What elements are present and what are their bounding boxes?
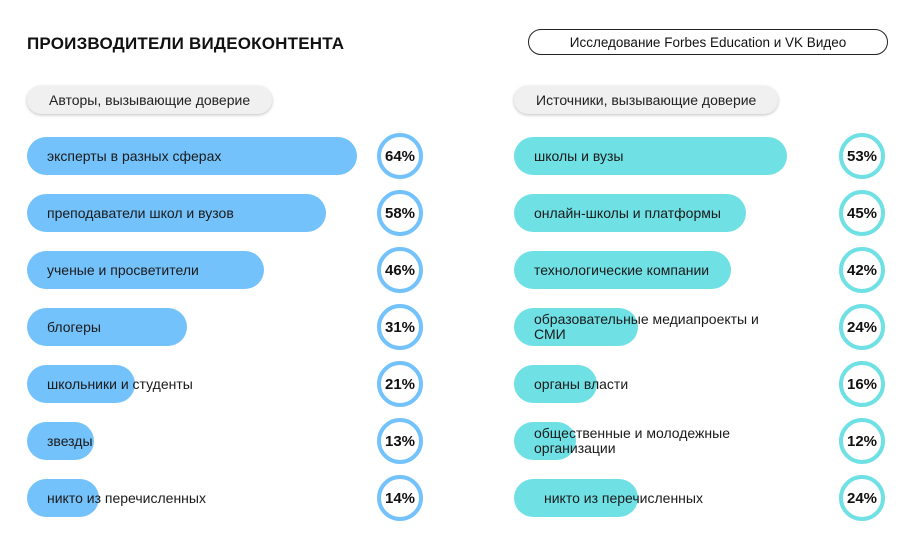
right-bar-row: органы власти	[514, 365, 831, 403]
chart-title: ПРОИЗВОДИТЕЛИ ВИДЕОКОНТЕНТА	[27, 34, 345, 53]
right-bar-label: общественные и молодежные организации	[534, 425, 730, 456]
right-bar	[514, 251, 731, 289]
right-bar	[514, 365, 597, 403]
right-bar-row: школы и вузы	[514, 137, 831, 175]
left-bar	[27, 422, 95, 460]
left-bar	[27, 194, 327, 232]
left-bar-label: никто из перечисленных	[47, 489, 206, 506]
left-bar-row: преподаватели школ и вузов	[27, 194, 369, 232]
right-bar-label: органы власти	[534, 375, 629, 392]
right-value-badge: 42%	[839, 247, 885, 293]
right-column-header: Источники, вызывающие доверие	[514, 86, 779, 114]
right-bar-row: технологические компании	[514, 251, 831, 289]
left-bar-label: блогеры	[47, 318, 101, 335]
right-bar-row: онлайн-школы и платформы	[514, 194, 831, 232]
left-bar-label: звезды	[47, 432, 93, 449]
right-bar-row: никто из перечисленных	[514, 479, 831, 517]
left-bar-row: школьники и студенты	[27, 365, 369, 403]
left-value-badge: 58%	[377, 190, 423, 236]
left-bar-row: никто из перечисленных	[27, 479, 369, 517]
left-value-badge: 14%	[377, 475, 423, 521]
right-value-badge: 16%	[839, 361, 885, 407]
left-bar-row: эксперты в разных сферах	[27, 137, 369, 175]
left-bar	[27, 137, 357, 175]
left-value-badge: 46%	[377, 247, 423, 293]
right-value-badge: 24%	[839, 475, 885, 521]
right-bar-label: технологические компании	[534, 261, 710, 278]
right-bar-label: школы и вузы	[534, 147, 624, 164]
right-bar-label: онлайн-школы и платформы	[534, 204, 721, 221]
right-bar-label: образовательные медиапроекты и СМИ	[534, 311, 759, 342]
left-value-badge: 64%	[377, 133, 423, 179]
right-value-badge: 24%	[839, 304, 885, 350]
left-value-badge: 13%	[377, 418, 423, 464]
left-bar-row: звезды	[27, 422, 369, 460]
right-value-badge: 53%	[839, 133, 885, 179]
left-bar	[27, 479, 100, 517]
left-bar-label: ученые и просветители	[47, 261, 199, 278]
left-column-header: Авторы, вызывающие доверие	[27, 86, 273, 114]
left-bar	[27, 365, 136, 403]
left-bar-row: ученые и просветители	[27, 251, 369, 289]
right-bar	[514, 194, 747, 232]
right-bar	[514, 422, 576, 460]
right-bar-row: общественные и молодежные организации	[514, 422, 831, 460]
left-bar-label: эксперты в разных сферах	[47, 147, 222, 164]
right-bar	[514, 308, 638, 346]
left-bar-label: школьники и студенты	[47, 375, 193, 392]
source-badge: Исследование Forbes Education и VK Видео	[528, 29, 888, 55]
left-bar-label: преподаватели школ и вузов	[47, 204, 234, 221]
right-bar	[514, 479, 638, 517]
right-bar	[514, 137, 788, 175]
left-value-badge: 31%	[377, 304, 423, 350]
right-bar-row: образовательные медиапроекты и СМИ	[514, 308, 831, 346]
left-bar-row: блогеры	[27, 308, 369, 346]
left-value-badge: 21%	[377, 361, 423, 407]
left-bar	[27, 251, 265, 289]
right-bar-label: никто из перечисленных	[544, 489, 703, 506]
left-bar	[27, 308, 187, 346]
right-value-badge: 45%	[839, 190, 885, 236]
right-value-badge: 12%	[839, 418, 885, 464]
